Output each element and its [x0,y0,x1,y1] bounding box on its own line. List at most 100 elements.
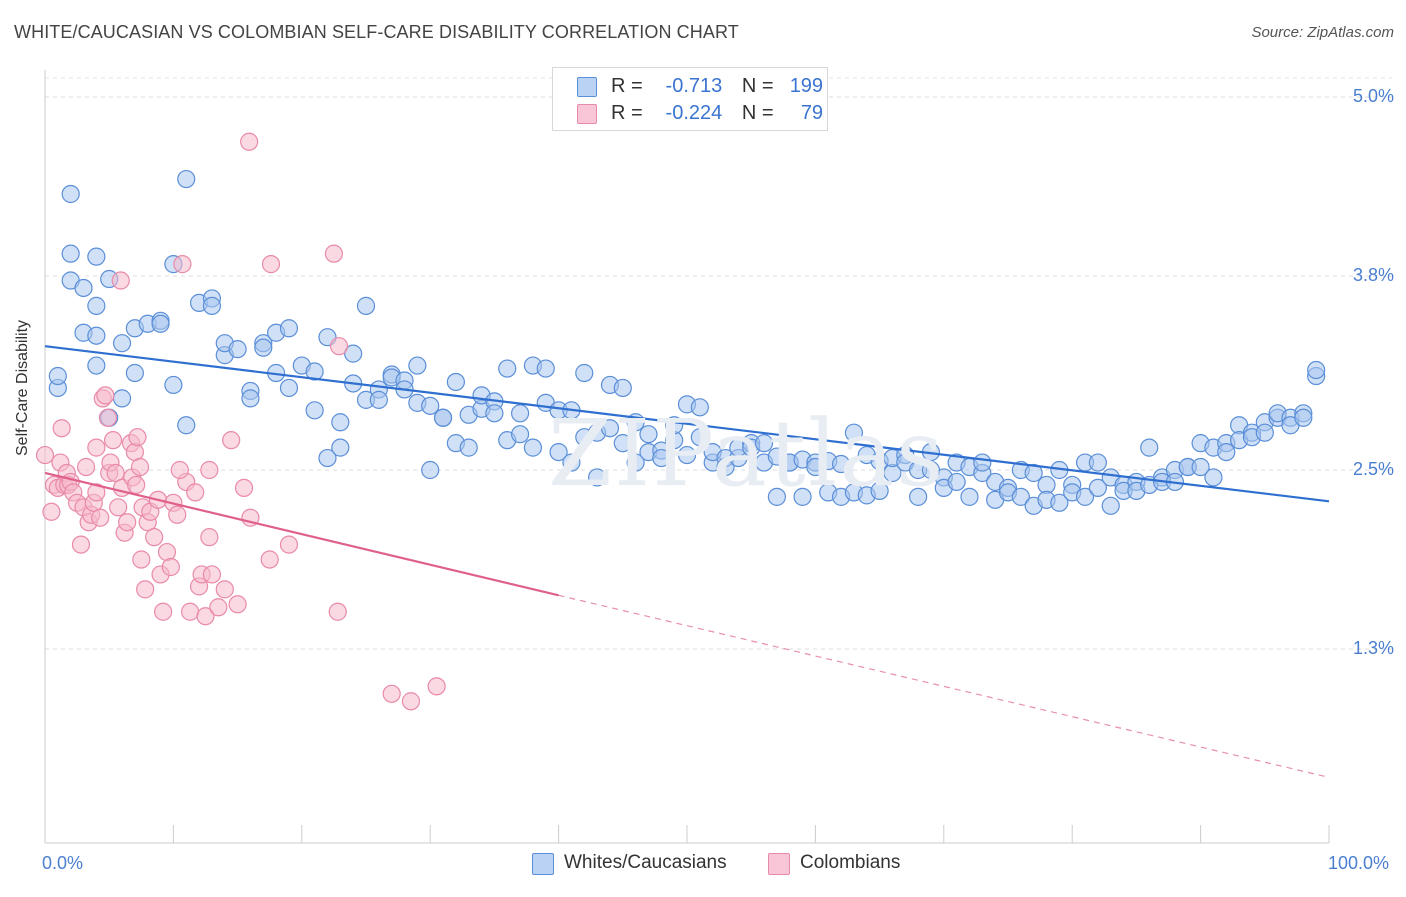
point-colombians [186,483,205,502]
point-whites [87,326,106,345]
point-whites [960,487,979,506]
point-colombians [261,255,281,274]
point-whites [421,460,440,480]
point-whites [690,398,709,417]
point-whites [279,319,299,338]
point-colombians [96,386,115,405]
point-colombians [157,542,177,562]
legend-n-label: N = [741,102,774,124]
point-colombians [168,505,187,524]
legend-swatch-colombians [577,104,597,124]
point-whites [1088,478,1107,498]
point-whites [241,389,260,408]
point-whites [331,438,350,457]
point-colombians [202,565,222,584]
point-whites [1204,468,1223,487]
trend-lines [44,345,1330,778]
point-whites [973,453,992,472]
point-whites [767,487,786,506]
point-whites [588,468,607,487]
point-whites [909,487,928,506]
point-colombians [132,550,151,569]
point-whites [690,428,709,447]
y-tick-label: 3.8% [1352,265,1394,286]
point-whites [870,481,889,500]
point-whites [575,363,594,383]
point-whites [716,457,735,477]
series-colombians [35,132,446,711]
point-whites [652,448,671,468]
point-whites [74,278,93,298]
x-tick-label-min: 0.0% [42,853,84,873]
point-whites [1294,408,1313,427]
point-colombians [42,502,61,521]
point-whites [1088,453,1107,472]
point-whites [87,296,106,315]
point-whites [639,425,658,444]
point-whites [613,378,632,398]
point-whites [510,425,530,444]
point-whites [61,184,80,204]
point-colombians [127,475,146,495]
point-colombians [234,478,254,498]
bottom-legend-label-whites: Whites/Caucasians [564,852,727,873]
point-whites [510,404,530,423]
point-whites [305,362,324,381]
point-whites [202,296,222,315]
trend-line-colombians [44,471,559,597]
watermark: ZIPatlas [548,400,946,507]
point-whites [421,396,440,415]
y-tick-label: 5.0% [1352,86,1394,106]
point-whites [1011,487,1030,506]
point-colombians [111,271,130,290]
point-whites [677,445,697,465]
point-whites [177,416,196,435]
point-colombians [71,535,91,554]
point-whites [369,390,388,409]
point-colombians [200,528,219,547]
point-colombians [87,483,106,502]
point-whites [356,296,376,315]
point-whites [254,338,273,357]
point-whites [279,378,299,398]
point-colombians [228,595,247,614]
point-whites [112,334,132,353]
point-colombians [76,457,96,477]
point-whites [1191,457,1210,477]
point-colombians [130,457,150,477]
point-whites [613,434,632,453]
point-whites [112,389,132,408]
point-colombians [200,460,219,480]
point-whites [626,453,645,472]
point-whites [331,413,350,432]
point-colombians [382,684,401,703]
point-whites [793,487,812,506]
point-whites [125,363,144,383]
point-colombians [329,337,349,356]
legend-n-value-colombians: 79 [800,102,824,124]
point-whites [433,408,453,427]
chart-title: WHITE/CAUCASIAN VS COLOMBIAN SELF-CARE D… [14,22,739,42]
point-colombians [52,419,71,438]
point-whites [177,169,196,189]
point-whites [947,472,966,492]
point-whites [48,366,67,386]
bottom-legend-label-colombians: Colombians [800,852,901,873]
bottom-legend-swatch-colombians [768,853,790,875]
point-colombians [154,602,173,621]
y-tick-label: 2.5% [1352,459,1394,479]
x-tick-label-max: 100.0% [1328,853,1390,873]
point-colombians [87,438,106,457]
point-whites [228,340,247,359]
point-whites [87,247,106,266]
point-whites [446,372,465,392]
point-colombians [136,580,155,599]
point-colombians [401,692,421,711]
legend-swatch-whites [577,77,597,97]
point-colombians [328,602,347,621]
legend-r-label: R = [611,102,643,124]
point-colombians [240,132,259,151]
point-whites [151,314,170,333]
point-whites [485,404,504,423]
